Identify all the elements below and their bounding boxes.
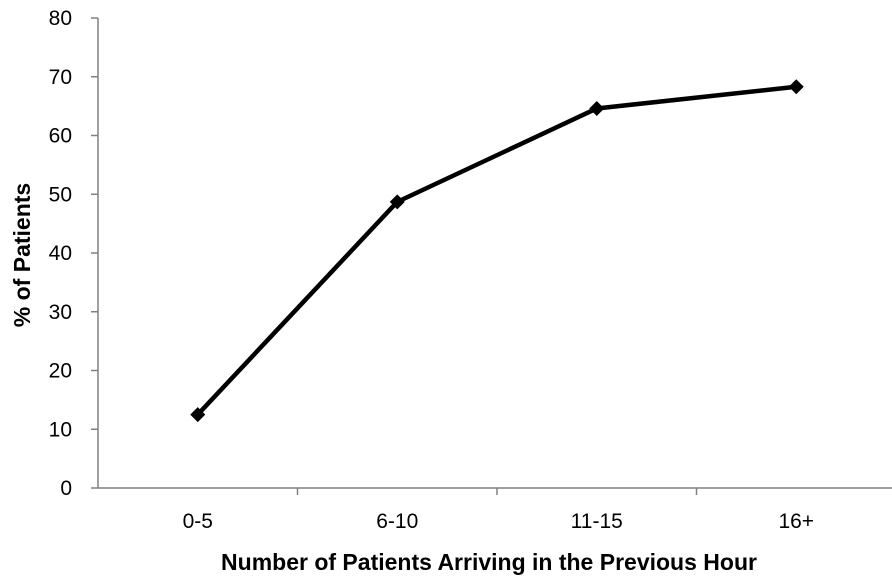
- y-tick-label: 20: [49, 360, 72, 383]
- data-series: [190, 79, 804, 423]
- y-tick-label: 60: [49, 125, 72, 148]
- y-tick-label: 0: [60, 477, 72, 500]
- y-axis-title: % of Patients: [9, 183, 35, 327]
- data-point-marker: [389, 194, 405, 210]
- x-tick-label: 0-5: [183, 510, 213, 533]
- y-axis-ticks: 0 10 20 30 40 50 60 70 80: [49, 7, 98, 500]
- x-axis-ticks: 0-5 6-10 11-15 16+: [183, 488, 814, 533]
- x-tick-label: 6-10: [376, 510, 418, 533]
- y-tick-label: 70: [49, 66, 72, 89]
- x-tick-label: 16+: [778, 510, 814, 533]
- y-tick-label: 40: [49, 242, 72, 265]
- series-line: [196, 84, 797, 417]
- y-tick-label: 10: [49, 418, 72, 441]
- data-point-marker: [190, 407, 206, 423]
- axes: 0 10 20 30 40 50 60 70 80 0-5 6-10 11-15 16+: [49, 7, 892, 533]
- x-tick-label: 11-15: [571, 510, 623, 533]
- data-point-marker: [589, 100, 605, 116]
- data-point-marker: [788, 79, 804, 95]
- y-tick-label: 80: [49, 7, 72, 30]
- y-tick-label: 50: [49, 183, 72, 206]
- y-tick-label: 30: [49, 301, 72, 324]
- x-axis-title: Number of Patients Arriving in the Previ…: [221, 549, 757, 575]
